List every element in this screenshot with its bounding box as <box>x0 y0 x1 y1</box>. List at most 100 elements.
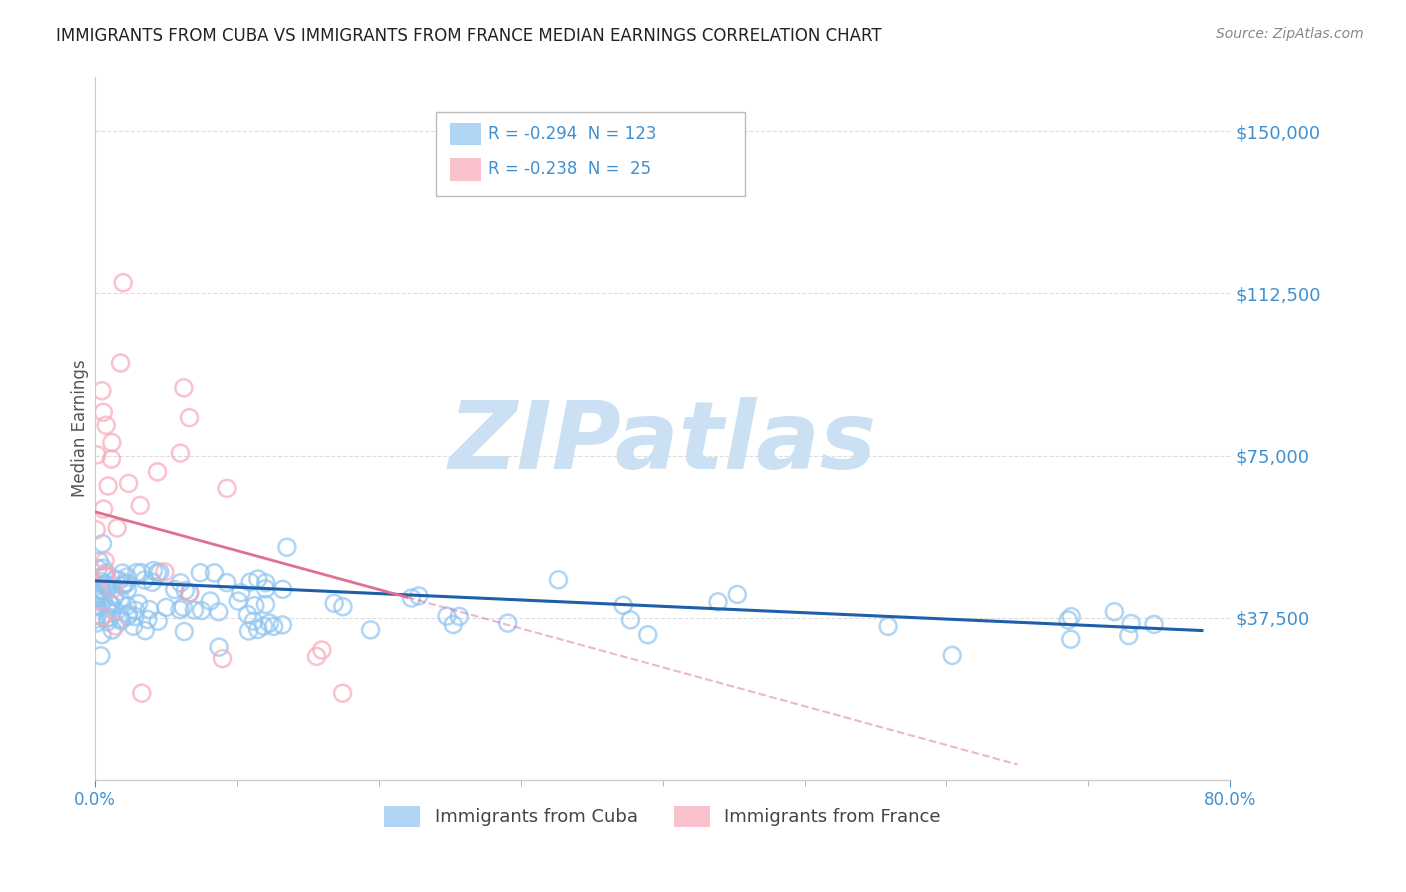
Point <box>169 446 191 460</box>
Point <box>105 604 128 618</box>
Point <box>169 575 191 590</box>
Point <box>202 566 225 580</box>
Point <box>110 612 132 626</box>
Point <box>122 619 145 633</box>
Point <box>169 602 191 616</box>
Point <box>173 624 195 639</box>
Point <box>91 609 114 624</box>
Text: R = -0.294  N = 123: R = -0.294 N = 123 <box>488 125 657 143</box>
Point <box>100 598 122 612</box>
Point <box>86 599 108 614</box>
Point <box>1060 632 1083 647</box>
Point <box>254 582 277 596</box>
Point <box>271 582 294 597</box>
Point <box>94 566 117 580</box>
Point <box>129 499 152 513</box>
Point <box>91 536 114 550</box>
Point <box>263 619 285 633</box>
Point <box>94 418 117 433</box>
Point <box>276 540 298 554</box>
Point <box>104 572 127 586</box>
Point <box>101 435 124 450</box>
Point <box>215 575 238 590</box>
Point <box>153 565 176 579</box>
Point <box>1143 617 1166 632</box>
Point <box>146 465 169 479</box>
Point <box>725 587 748 601</box>
Point <box>86 587 108 601</box>
Point <box>173 381 195 395</box>
Point <box>172 600 194 615</box>
Point <box>188 566 211 580</box>
Point <box>138 602 160 616</box>
Point <box>1104 605 1126 619</box>
Text: Source: ZipAtlas.com: Source: ZipAtlas.com <box>1216 27 1364 41</box>
Point <box>112 276 135 290</box>
Point <box>90 591 112 606</box>
Point <box>100 452 122 467</box>
Point <box>134 573 156 587</box>
Point <box>87 590 110 604</box>
Point <box>117 476 139 491</box>
Point <box>115 599 138 613</box>
Point <box>311 643 333 657</box>
Legend: Immigrants from Cuba, Immigrants from France: Immigrants from Cuba, Immigrants from Fr… <box>377 798 948 834</box>
Point <box>100 598 122 612</box>
Point <box>96 578 118 592</box>
Point <box>149 566 172 580</box>
Point <box>226 594 249 608</box>
Point <box>105 521 128 535</box>
Point <box>323 596 346 610</box>
Point <box>254 598 277 612</box>
Text: ZIPatlas: ZIPatlas <box>449 397 876 489</box>
Point <box>90 574 112 589</box>
Point <box>134 624 156 638</box>
Point <box>117 609 139 624</box>
Point <box>108 574 131 588</box>
Point <box>101 623 124 637</box>
Point <box>96 601 118 615</box>
Point <box>91 405 114 419</box>
Point <box>101 582 124 596</box>
Point <box>183 603 205 617</box>
Point <box>236 607 259 622</box>
Point <box>941 648 963 663</box>
Point <box>242 614 264 628</box>
Point <box>90 648 112 663</box>
Text: R = -0.238  N =  25: R = -0.238 N = 25 <box>488 161 651 178</box>
Point <box>90 384 112 398</box>
Point <box>84 523 107 537</box>
Point <box>360 623 382 637</box>
Point <box>547 573 569 587</box>
Point <box>131 686 153 700</box>
Point <box>96 582 118 596</box>
Point <box>94 568 117 582</box>
Point <box>246 572 269 586</box>
Point <box>104 590 127 604</box>
Point <box>89 591 111 606</box>
Point <box>174 583 197 598</box>
Point <box>707 595 730 609</box>
Point <box>436 609 458 624</box>
Point <box>877 619 900 633</box>
Point <box>163 582 186 597</box>
Point <box>208 640 231 654</box>
Point <box>155 600 177 615</box>
Point <box>115 570 138 584</box>
Point <box>127 597 149 611</box>
Point <box>190 604 212 618</box>
Point <box>1060 609 1083 624</box>
Point <box>86 598 108 612</box>
Point <box>110 614 132 628</box>
Point <box>1057 613 1080 627</box>
Point <box>89 586 111 600</box>
Point <box>271 618 294 632</box>
Point <box>332 686 354 700</box>
Point <box>97 596 120 610</box>
Point <box>89 554 111 568</box>
Point <box>104 619 127 633</box>
Point <box>449 609 471 624</box>
Point <box>86 448 108 462</box>
Point <box>100 610 122 624</box>
Point <box>332 599 354 614</box>
